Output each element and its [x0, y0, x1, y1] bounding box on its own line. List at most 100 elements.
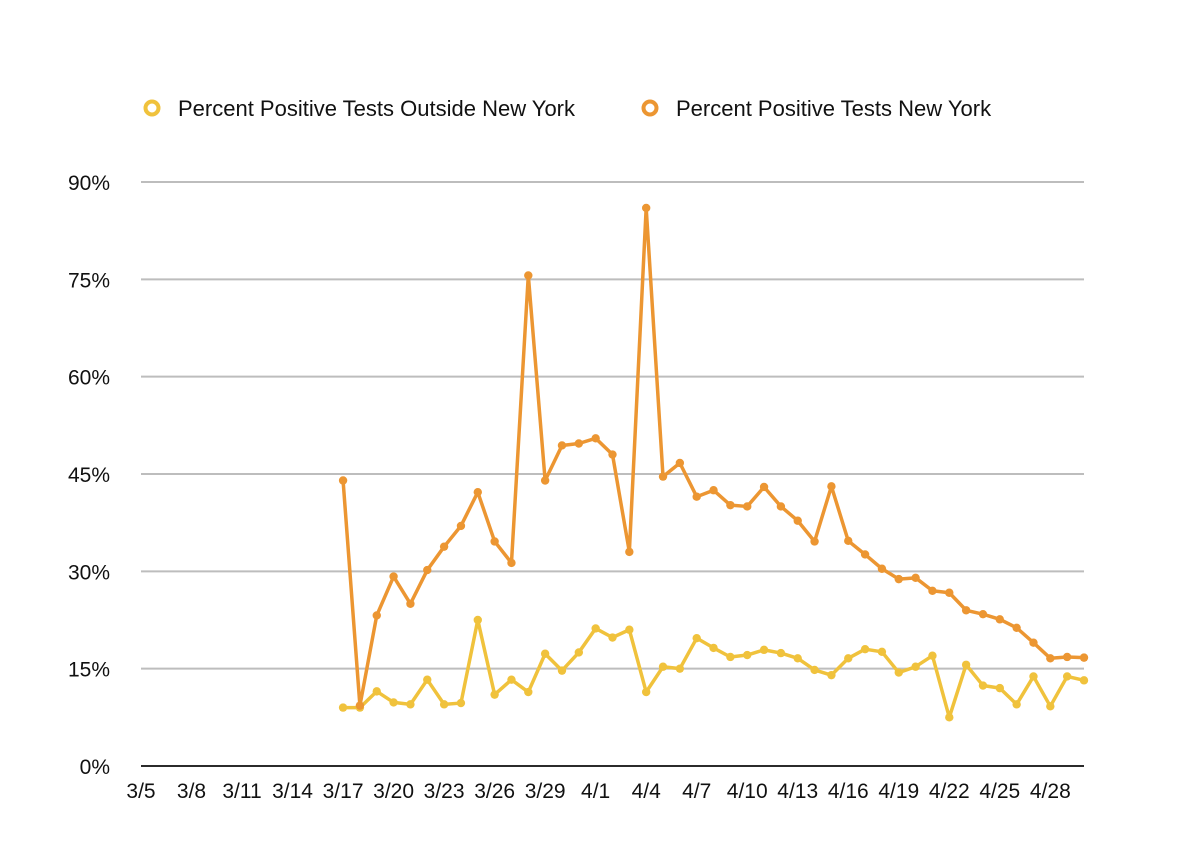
- x-tick-label: 4/13: [777, 780, 818, 803]
- data-point: [961, 660, 971, 669]
- legend-svg: Percent Positive Tests Outside New York …: [143, 96, 992, 121]
- y-tick-label: 45%: [68, 464, 110, 487]
- x-tick-label: 4/25: [979, 780, 1020, 803]
- x-tick-label: 4/16: [828, 780, 869, 803]
- legend-marker-outside-new-york: [143, 99, 161, 117]
- x-tick-label: 3/29: [525, 780, 566, 803]
- data-point: [439, 700, 449, 709]
- data-point: [961, 606, 971, 615]
- data-point: [641, 203, 651, 213]
- data-point: [911, 573, 920, 583]
- y-tick-label: 30%: [68, 561, 110, 584]
- data-point: [1046, 654, 1055, 663]
- data-point: [1029, 672, 1038, 681]
- x-tick-label: 4/4: [632, 780, 662, 803]
- data-point: [625, 547, 634, 557]
- data-point: [406, 700, 415, 709]
- data-point: [658, 472, 668, 481]
- data-point: [894, 574, 903, 584]
- x-axis-labels: 3/5 3/8 3/11 3/14 3/17 3/20 3/23 3/26 3/29 4/1 4/4…: [126, 780, 1070, 803]
- data-point: [945, 713, 954, 722]
- data-point: [743, 650, 752, 660]
- data-point: [810, 665, 819, 675]
- data-point: [1079, 653, 1089, 662]
- data-point: [389, 698, 398, 707]
- y-axis-labels: 0% 15% 30% 45% 60% 75% 90%: [68, 172, 110, 779]
- data-point: [338, 703, 348, 712]
- data-point: [557, 666, 567, 675]
- data-point: [490, 537, 499, 546]
- data-point: [776, 502, 786, 511]
- data-point: [372, 687, 381, 696]
- x-tick-label: 3/5: [126, 780, 155, 803]
- data-point: [574, 439, 584, 448]
- data-point: [1012, 623, 1021, 632]
- data-point: [456, 698, 466, 708]
- series-layer: [338, 203, 1089, 722]
- data-point: [658, 662, 668, 671]
- data-point: [978, 609, 988, 619]
- data-point: [793, 654, 802, 663]
- data-point: [591, 434, 600, 443]
- data-point: [675, 664, 685, 673]
- x-tick-label: 4/28: [1030, 780, 1071, 803]
- data-point: [928, 586, 937, 595]
- data-point: [827, 482, 836, 491]
- data-point: [877, 647, 887, 656]
- data-point: [844, 536, 853, 546]
- data-point: [608, 633, 617, 642]
- data-point: [524, 271, 533, 280]
- data-point: [928, 651, 937, 660]
- legend-marker-new-york: [641, 99, 659, 117]
- data-point: [473, 615, 482, 625]
- x-tick-label: 4/19: [878, 780, 919, 803]
- data-point: [911, 662, 920, 671]
- data-point: [608, 450, 617, 459]
- y-tick-label: 90%: [68, 172, 110, 195]
- data-point: [1062, 652, 1072, 662]
- y-tick-label: 15%: [68, 659, 110, 682]
- legend-label-new-york: Percent Positive Tests New York: [676, 96, 992, 121]
- series-line: [341, 206, 1086, 708]
- data-point: [540, 649, 550, 658]
- y-tick-label: 0%: [80, 756, 110, 779]
- data-point: [995, 615, 1005, 624]
- x-tick-label: 3/26: [474, 780, 515, 803]
- x-tick-label: 4/10: [727, 780, 768, 803]
- data-point: [860, 645, 870, 654]
- data-point: [759, 482, 769, 492]
- data-point: [709, 643, 718, 653]
- data-point: [406, 599, 415, 608]
- data-point: [1012, 700, 1021, 709]
- x-tick-label: 3/23: [424, 780, 465, 803]
- x-tick-label: 4/7: [682, 780, 711, 803]
- data-point: [894, 668, 903, 677]
- data-point: [726, 500, 735, 510]
- data-point: [877, 564, 887, 573]
- data-point: [557, 441, 567, 450]
- x-tick-label: 4/22: [929, 780, 970, 803]
- data-point: [743, 502, 752, 511]
- data-point: [810, 537, 819, 546]
- data-point: [692, 492, 701, 501]
- data-point: [473, 487, 482, 497]
- data-point: [945, 588, 954, 597]
- data-point: [978, 681, 988, 690]
- data-point: [776, 648, 786, 658]
- data-point: [1079, 676, 1089, 685]
- x-tick-label: 3/20: [373, 780, 414, 803]
- data-point: [389, 572, 398, 581]
- data-point: [355, 701, 365, 710]
- data-point: [625, 625, 634, 634]
- legend-label-outside-new-york: Percent Positive Tests Outside New York: [178, 96, 576, 121]
- data-point: [860, 550, 870, 559]
- y-tick-label: 60%: [68, 367, 110, 390]
- data-point: [490, 690, 499, 699]
- y-tick-label: 75%: [68, 269, 110, 292]
- data-point: [827, 670, 836, 680]
- data-point: [507, 675, 516, 684]
- data-point: [540, 476, 550, 485]
- data-point: [726, 652, 735, 662]
